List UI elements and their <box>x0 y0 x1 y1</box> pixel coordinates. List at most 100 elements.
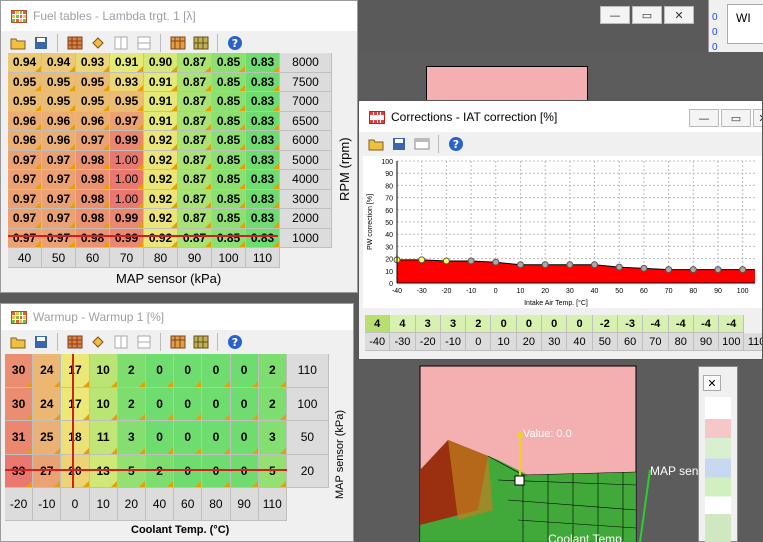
fuel-cell[interactable]: 0.83 <box>246 189 280 209</box>
fuel-cell[interactable]: 1.00 <box>110 150 144 170</box>
split-vertical-icon[interactable] <box>110 332 131 352</box>
fuel-cell[interactable]: 0.92 <box>144 150 178 170</box>
iat-temp-cell[interactable]: 10 <box>491 333 517 351</box>
fuel-cell[interactable]: 0.96 <box>42 131 76 151</box>
map-axis-cell[interactable]: 80 <box>144 248 178 268</box>
warmup-cell[interactable]: 0 <box>230 354 259 388</box>
iat-temp-cell[interactable]: 70 <box>643 333 669 351</box>
fuel-cell[interactable]: 0.97 <box>76 131 110 151</box>
fuel-cell[interactable]: 0.97 <box>8 209 42 229</box>
fuel-cell[interactable]: 0.99 <box>110 228 144 248</box>
warmup-cell[interactable]: 20 <box>61 454 90 488</box>
coolant-axis-cell[interactable]: 10 <box>89 488 118 521</box>
iat-value-cell[interactable]: -2 <box>592 315 618 333</box>
iat-value-cell[interactable]: 2 <box>466 315 492 333</box>
warmup-cell[interactable]: 27 <box>33 454 62 488</box>
open-folder-icon[interactable] <box>7 33 28 53</box>
minimize-icon[interactable]: — <box>689 109 719 127</box>
iat-temp-cell[interactable]: 30 <box>542 333 568 351</box>
warmup-cell[interactable]: 25 <box>33 421 62 455</box>
iat-temp-cell[interactable]: 40 <box>567 333 593 351</box>
fuel-cell[interactable]: 0.90 <box>144 53 178 73</box>
fuel-cell[interactable]: 0.87 <box>178 228 212 248</box>
coolant-axis-cell[interactable]: -10 <box>33 488 62 521</box>
fuel-cell[interactable]: 0.87 <box>178 170 212 190</box>
fuel-cell[interactable]: 0.87 <box>178 131 212 151</box>
warmup-cell[interactable]: 5 <box>258 454 287 488</box>
fuel-cell[interactable]: 0.99 <box>110 131 144 151</box>
warmup-cell[interactable]: 3 <box>258 421 287 455</box>
fuel-cell[interactable]: 0.85 <box>212 111 246 131</box>
fuel-cell[interactable]: 0.85 <box>212 150 246 170</box>
iat-value-cell[interactable]: 0 <box>542 315 568 333</box>
fuel-cell[interactable]: 0.98 <box>76 150 110 170</box>
restore-icon[interactable]: ▭ <box>721 109 751 127</box>
minimize-icon[interactable]: — <box>600 6 630 24</box>
map-axis-cell[interactable]: 110 <box>286 354 329 388</box>
warmup-cell[interactable]: 0 <box>174 387 203 421</box>
map-axis-cell[interactable]: 90 <box>178 248 212 268</box>
warmup-cell[interactable]: 0 <box>145 421 175 455</box>
map-axis-cell[interactable]: 20 <box>286 454 329 488</box>
fuel-cell[interactable]: 0.91 <box>110 53 144 73</box>
rpm-axis-cell[interactable]: 2000 <box>280 209 332 229</box>
fuel-cell[interactable]: 0.97 <box>8 150 42 170</box>
coolant-axis-cell[interactable]: 0 <box>61 488 90 521</box>
iat-temp-cell[interactable]: -30 <box>390 333 416 351</box>
fuel-cell[interactable]: 0.95 <box>76 72 110 92</box>
fuel-cell[interactable]: 0.85 <box>212 209 246 229</box>
fuel-cell[interactable]: 0.83 <box>246 111 280 131</box>
warmup-cell[interactable]: 24 <box>33 387 62 421</box>
fuel-cell[interactable]: 0.96 <box>42 111 76 131</box>
coolant-axis-cell[interactable]: 80 <box>202 488 231 521</box>
warmup-cell[interactable]: 2 <box>117 354 146 388</box>
coolant-axis-cell[interactable]: -20 <box>5 488 34 521</box>
map-axis-cell[interactable]: 70 <box>110 248 144 268</box>
fuel-cell[interactable]: 0.85 <box>212 170 246 190</box>
wi-box[interactable]: WI <box>727 4 763 44</box>
iat-temp-cell[interactable]: -10 <box>440 333 467 351</box>
fuel-cell[interactable]: 0.97 <box>110 111 144 131</box>
fuel-cell[interactable]: 1.00 <box>110 170 144 190</box>
iat-value-cell[interactable]: -3 <box>617 315 644 333</box>
fuel-cell[interactable]: 0.92 <box>144 189 178 209</box>
close-icon[interactable]: ✕ <box>753 109 762 127</box>
split-vertical-icon[interactable] <box>110 33 131 53</box>
fuel-cell[interactable]: 0.98 <box>76 209 110 229</box>
iat-value-cell[interactable]: -4 <box>693 315 720 333</box>
rpm-axis-cell[interactable]: 5000 <box>280 150 332 170</box>
fuel-cell[interactable]: 0.83 <box>246 72 280 92</box>
fuel-cell[interactable]: 0.87 <box>178 92 212 112</box>
coolant-axis-cell[interactable]: 60 <box>174 488 203 521</box>
warmup-cell[interactable]: 0 <box>145 354 175 388</box>
map-axis-cell[interactable]: 50 <box>42 248 76 268</box>
warmup-cell[interactable]: 2 <box>258 354 287 388</box>
corrections-titlebar[interactable]: Corrections - IAT correction [%] <box>359 101 762 133</box>
fuel-cell[interactable]: 0.83 <box>246 150 280 170</box>
grid-icon[interactable] <box>64 332 85 352</box>
save-icon[interactable] <box>388 134 409 154</box>
fuel-cell[interactable]: 0.83 <box>246 209 280 229</box>
fuel-cell[interactable]: 0.95 <box>42 72 76 92</box>
fuel-cell[interactable]: 0.95 <box>42 92 76 112</box>
map-axis-cell[interactable]: 100 <box>286 387 329 421</box>
fuel-cell[interactable]: 0.83 <box>246 228 280 248</box>
iat-value-cell[interactable]: 0 <box>491 315 517 333</box>
fuel-cell[interactable]: 0.91 <box>144 72 178 92</box>
fuel-cell[interactable]: 0.83 <box>246 53 280 73</box>
fuel-cell[interactable]: 0.91 <box>144 111 178 131</box>
iat-value-cell[interactable]: 0 <box>567 315 593 333</box>
warmup-cell[interactable]: 17 <box>61 354 90 388</box>
map-axis-cell[interactable]: 100 <box>212 248 246 268</box>
save-icon[interactable] <box>30 332 51 352</box>
warmup-cell[interactable]: 0 <box>230 421 259 455</box>
warmup-cell[interactable]: 0 <box>202 454 231 488</box>
fuel-cell[interactable]: 0.85 <box>212 53 246 73</box>
fuel-cell[interactable]: 0.98 <box>76 189 110 209</box>
fuel-cell[interactable]: 0.97 <box>8 189 42 209</box>
warmup-titlebar[interactable]: Warmup - Warmup 1 [%] <box>1 304 353 330</box>
fuel-cell[interactable]: 0.92 <box>144 131 178 151</box>
warmup-cell[interactable]: 0 <box>202 354 231 388</box>
warmup-cell[interactable]: 0 <box>174 421 203 455</box>
fuel-cell[interactable]: 0.95 <box>8 92 42 112</box>
